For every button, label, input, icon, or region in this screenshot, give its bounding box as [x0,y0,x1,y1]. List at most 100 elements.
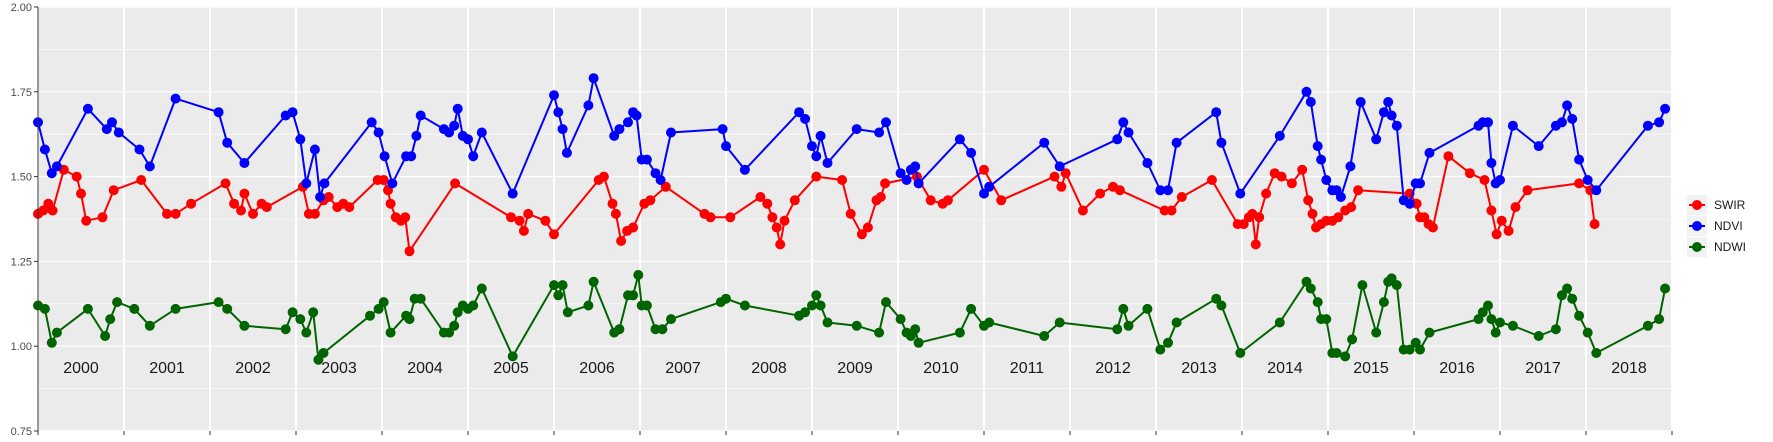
data-point [549,229,559,240]
data-point [1507,320,1518,331]
data-point [463,134,473,145]
data-point [1562,283,1573,294]
data-point [1056,181,1067,192]
data-point [1307,208,1318,219]
data-point [811,151,822,162]
data-point [880,178,891,189]
data-point [1216,300,1227,311]
x-axis [37,431,1673,435]
data-point [771,222,782,233]
data-point [248,208,258,219]
data-point [239,320,250,331]
data-point [553,290,564,301]
data-point [966,147,977,158]
data-point [1142,303,1153,314]
data-point [1574,154,1585,165]
data-point [476,283,487,294]
legend-label: NDWI [1714,240,1746,254]
legend-item-ndvi: NDVI [1687,216,1743,236]
data-point [1591,185,1602,196]
data-point [1371,327,1382,338]
data-point [862,222,873,233]
data-point [1112,134,1123,145]
data-point [236,205,246,216]
data-point [583,300,594,311]
data-point [598,171,609,182]
data-point [549,280,559,291]
data-point [607,198,618,209]
data-point [1582,327,1593,338]
data-point [1574,310,1585,321]
data-point [1095,188,1106,199]
data-point [1176,192,1187,202]
data-point [449,320,460,331]
data-point [449,120,460,131]
data-point [1491,229,1502,240]
data-point [71,171,82,182]
data-point [1591,348,1602,358]
data-point [468,151,479,162]
data-point [1286,178,1297,189]
data-point [1391,280,1402,291]
data-point [514,215,525,226]
data-point [1357,280,1368,291]
year-label: 2007 [665,360,701,377]
data-point [1250,239,1261,250]
data-point [523,208,534,219]
data-point [1391,120,1402,131]
data-point [1507,120,1518,131]
data-point [1039,331,1050,341]
data-point [82,103,93,114]
data-point [1206,175,1217,185]
data-point [851,124,862,135]
data-point [705,212,716,223]
data-point [895,168,906,179]
data-point [822,317,833,328]
data-point [385,327,396,338]
data-point [1312,141,1323,152]
data-point [641,300,652,311]
year-label: 2002 [235,360,271,377]
year-separator-lines [37,7,1673,431]
data-point [1312,297,1323,308]
data-point [1490,327,1501,338]
data-point [1660,103,1671,114]
data-point [213,107,224,118]
data-point [170,208,181,219]
data-point [444,327,455,338]
data-point [1305,283,1316,294]
data-point [46,168,57,179]
legend-label: SWIR [1714,198,1746,212]
data-point [366,117,377,128]
data-point [610,208,621,219]
data-point [557,280,568,291]
data-point [1642,320,1653,331]
data-point [540,215,551,226]
data-point [641,154,652,165]
data-point [910,161,921,172]
data-point [1582,175,1593,185]
data-point [105,314,116,325]
data-point [1333,212,1344,223]
data-point [1340,351,1351,362]
year-label: 2014 [1267,360,1303,377]
year-label: 2001 [149,360,185,377]
data-point [1562,100,1573,111]
data-point [1660,283,1671,294]
data-point [616,236,627,246]
data-point [108,185,119,196]
data-point [1316,154,1327,165]
data-point [81,215,92,226]
data-point [287,107,298,118]
data-point [1238,219,1249,230]
data-point [186,198,197,209]
data-point [1589,219,1600,230]
data-point [295,314,306,325]
data-point [239,158,250,168]
data-point [411,130,422,141]
data-point [562,307,573,318]
data-point [1077,205,1088,216]
data-point [315,192,326,202]
data-point [901,175,912,185]
data-point [1112,324,1123,335]
